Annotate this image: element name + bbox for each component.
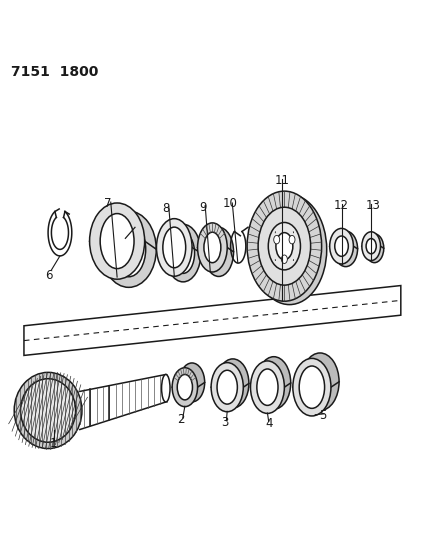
Ellipse shape [365, 234, 384, 263]
Ellipse shape [369, 240, 380, 256]
Ellipse shape [301, 353, 339, 410]
Ellipse shape [211, 362, 243, 411]
Text: 8: 8 [162, 201, 169, 215]
Ellipse shape [198, 223, 227, 272]
Text: 6: 6 [45, 269, 52, 282]
Ellipse shape [90, 203, 145, 279]
Text: 2: 2 [177, 413, 184, 426]
Ellipse shape [172, 233, 195, 273]
Ellipse shape [289, 236, 295, 244]
Ellipse shape [339, 239, 353, 259]
Ellipse shape [179, 363, 205, 402]
Ellipse shape [21, 379, 76, 442]
Ellipse shape [247, 191, 322, 301]
Ellipse shape [335, 236, 348, 256]
Ellipse shape [14, 373, 82, 449]
Text: 10: 10 [223, 197, 238, 211]
Text: 12: 12 [333, 199, 348, 212]
Ellipse shape [251, 361, 284, 414]
Ellipse shape [268, 222, 300, 270]
Ellipse shape [101, 211, 156, 287]
Ellipse shape [157, 219, 192, 276]
Ellipse shape [204, 228, 233, 277]
Text: 13: 13 [366, 199, 381, 212]
Ellipse shape [217, 370, 237, 404]
Ellipse shape [177, 375, 193, 400]
Text: 5: 5 [319, 409, 326, 422]
Ellipse shape [293, 358, 331, 416]
Text: 1: 1 [50, 437, 57, 450]
Text: 3: 3 [221, 416, 229, 429]
Ellipse shape [217, 359, 249, 408]
Ellipse shape [100, 214, 134, 269]
Ellipse shape [257, 369, 278, 406]
Text: 11: 11 [275, 174, 290, 188]
Ellipse shape [252, 195, 327, 305]
Ellipse shape [362, 232, 381, 261]
Ellipse shape [334, 231, 358, 266]
Ellipse shape [172, 368, 198, 407]
Text: 9: 9 [199, 201, 206, 214]
Ellipse shape [165, 224, 201, 282]
Ellipse shape [204, 232, 221, 263]
Ellipse shape [257, 357, 291, 409]
Ellipse shape [299, 366, 325, 408]
Ellipse shape [163, 227, 186, 268]
Ellipse shape [274, 236, 280, 244]
Ellipse shape [162, 375, 170, 402]
Ellipse shape [329, 228, 353, 264]
Text: 7: 7 [104, 197, 112, 211]
Ellipse shape [276, 232, 293, 260]
Ellipse shape [112, 222, 146, 277]
Ellipse shape [258, 207, 311, 285]
Text: 4: 4 [265, 417, 272, 430]
Ellipse shape [366, 239, 376, 254]
Text: 7151  1800: 7151 1800 [11, 66, 99, 79]
Ellipse shape [281, 255, 287, 263]
